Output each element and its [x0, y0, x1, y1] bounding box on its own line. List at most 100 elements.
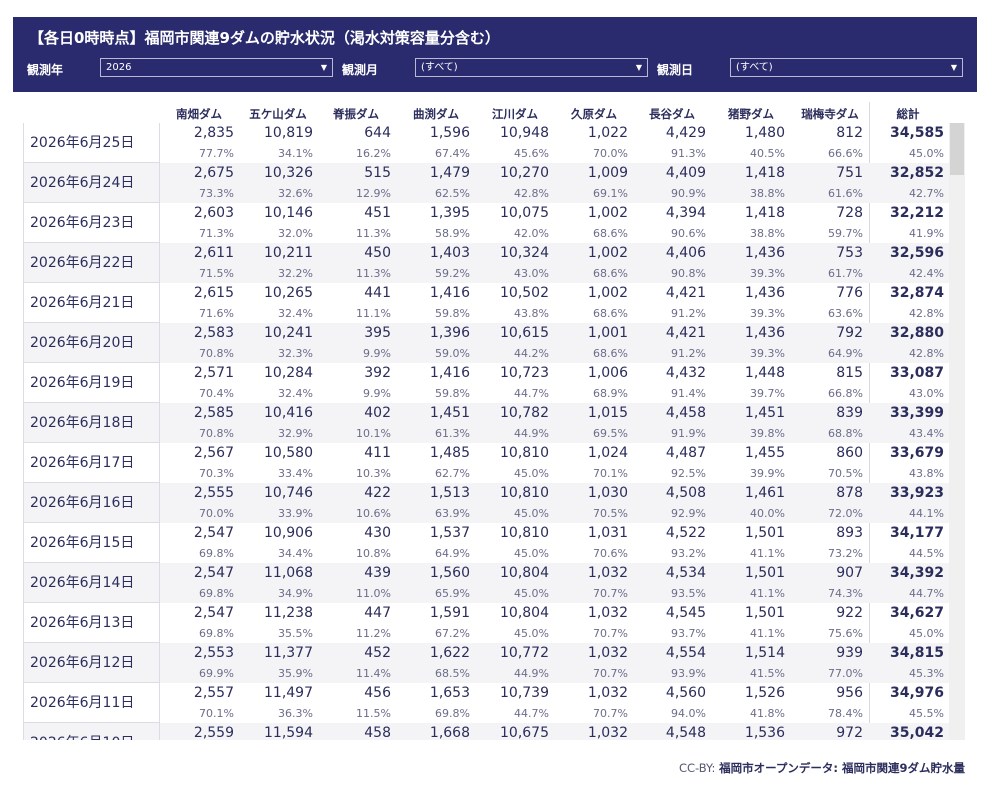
volume-cell: 1,448 — [744, 365, 785, 381]
rate-cell: 70.4% — [199, 387, 234, 400]
table-row[interactable]: 2026年6月21日 2,615 71.6% 10,265 32.4% 441 11.1% 1… — [23, 283, 949, 323]
rate-cell: 11.2% — [356, 627, 391, 640]
volume-cell: 451 — [364, 205, 391, 221]
volume-cell: 4,508 — [665, 485, 706, 501]
row-divider — [23, 362, 160, 363]
table-row[interactable]: 2026年6月18日 2,585 70.8% 10,416 32.9% 402 10.1% 1… — [23, 403, 949, 443]
column-header[interactable]: 総計 — [896, 107, 920, 121]
volume-cell: 10,416 — [264, 405, 313, 421]
table-row[interactable]: 2026年6月17日 2,567 70.3% 10,580 33.4% 411 10.3% 1… — [23, 443, 949, 483]
column-header[interactable]: 脊振ダム — [333, 107, 379, 121]
table-row[interactable]: 2026年6月11日 2,557 70.1% 11,497 36.3% 456 11.5% 1… — [23, 683, 949, 723]
column-header[interactable]: 猪野ダム — [728, 107, 774, 121]
rate-cell: 42.8% — [514, 187, 549, 200]
rate-cell: 32.2% — [278, 267, 313, 280]
rate-cell: 70.5% — [593, 507, 628, 520]
row-date: 2026年6月25日 — [23, 123, 160, 163]
total-rate-cell: 44.5% — [909, 547, 944, 560]
row-divider — [23, 482, 160, 483]
volume-cell: 1,436 — [744, 325, 785, 341]
table-row[interactable]: 2026年6月10日 2,559 11,594 458 1,668 10,675 1,032… — [23, 723, 949, 740]
volume-cell: 4,421 — [665, 285, 706, 301]
rate-cell: 71.6% — [199, 307, 234, 320]
column-header[interactable]: 南畑ダム — [176, 107, 222, 121]
table-row[interactable]: 2026年6月24日 2,675 73.3% 10,326 32.6% 515 12.9% 1… — [23, 163, 949, 203]
table-row[interactable]: 2026年6月15日 2,547 69.8% 10,906 34.4% 430 10.8% 1… — [23, 523, 949, 563]
rate-cell: 11.3% — [356, 267, 391, 280]
column-header[interactable]: 瑞梅寺ダム — [801, 107, 859, 121]
volume-cell: 10,819 — [264, 125, 313, 141]
volume-cell: 1,560 — [429, 565, 470, 581]
rate-cell: 92.5% — [671, 467, 706, 480]
table-row[interactable]: 2026年6月20日 2,583 70.8% 10,241 32.3% 395 9.9% 1,… — [23, 323, 949, 363]
volume-cell: 2,559 — [193, 725, 234, 740]
source-link[interactable]: 福岡市オープンデータ: 福岡市関連9ダム貯水量 — [719, 761, 965, 775]
rate-cell: 59.8% — [435, 387, 470, 400]
year-filter-select[interactable]: 2026 ▼ — [100, 58, 333, 77]
column-header[interactable]: 曲渕ダム — [413, 107, 459, 121]
volume-cell: 4,560 — [665, 685, 706, 701]
vertical-scrollbar[interactable] — [949, 123, 965, 740]
row-date: 2026年6月18日 — [23, 403, 160, 443]
volume-cell: 4,554 — [665, 645, 706, 661]
volume-cell: 447 — [364, 605, 391, 621]
rate-cell: 32.4% — [278, 387, 313, 400]
total-rate-cell: 42.8% — [909, 347, 944, 360]
rate-cell: 70.1% — [593, 467, 628, 480]
table-row[interactable]: 2026年6月22日 2,611 71.5% 10,211 32.2% 450 11.3% 1… — [23, 243, 949, 283]
dam-storage-table[interactable]: 2026年6月25日 2,835 77.7% 10,819 34.1% 644 16.2% 1… — [23, 123, 949, 740]
volume-cell: 1,032 — [587, 725, 628, 740]
total-rate-cell: 42.8% — [909, 307, 944, 320]
rate-cell: 41.1% — [750, 627, 785, 640]
total-rate-cell: 41.9% — [909, 227, 944, 240]
rate-cell: 39.3% — [750, 347, 785, 360]
rate-cell: 94.0% — [671, 707, 706, 720]
rate-cell: 93.7% — [671, 627, 706, 640]
row-date: 2026年6月10日 — [23, 723, 160, 740]
volume-cell: 1,596 — [429, 125, 470, 141]
volume-cell: 1,416 — [429, 285, 470, 301]
rate-cell: 10.1% — [356, 427, 391, 440]
volume-cell: 922 — [836, 605, 863, 621]
chevron-down-icon: ▼ — [320, 63, 327, 72]
volume-cell: 10,580 — [264, 445, 313, 461]
day-filter-select[interactable]: (すべて) ▼ — [730, 58, 963, 77]
rate-cell: 33.9% — [278, 507, 313, 520]
volume-cell: 4,534 — [665, 565, 706, 581]
rate-cell: 41.8% — [750, 707, 785, 720]
column-header[interactable]: 久原ダム — [571, 107, 617, 121]
rate-cell: 73.3% — [199, 187, 234, 200]
source-credit: CC-BY: 福岡市オープンデータ: 福岡市関連9ダム貯水量 — [679, 760, 965, 776]
total-volume-cell: 32,874 — [889, 285, 944, 301]
table-row[interactable]: 2026年6月19日 2,571 70.4% 10,284 32.4% 392 9.9% 1,… — [23, 363, 949, 403]
volume-cell: 10,810 — [500, 485, 549, 501]
table-row[interactable]: 2026年6月23日 2,603 71.3% 10,146 32.0% 451 11.3% 1… — [23, 203, 949, 243]
total-rate-cell: 45.3% — [909, 667, 944, 680]
rate-cell: 70.7% — [593, 587, 628, 600]
month-filter-select[interactable]: (すべて) ▼ — [415, 58, 648, 77]
column-header[interactable]: 江川ダム — [492, 107, 538, 121]
rate-cell: 91.9% — [671, 427, 706, 440]
rate-cell: 9.9% — [363, 347, 391, 360]
row-divider — [23, 402, 160, 403]
table-row[interactable]: 2026年6月16日 2,555 70.0% 10,746 33.9% 422 10.6% 1… — [23, 483, 949, 523]
column-header[interactable]: 五ケ山ダム — [249, 107, 307, 121]
volume-cell: 1,032 — [587, 645, 628, 661]
table-row[interactable]: 2026年6月12日 2,553 69.9% 11,377 35.9% 452 11.4% 1… — [23, 643, 949, 683]
volume-cell: 4,432 — [665, 365, 706, 381]
volume-cell: 2,675 — [193, 165, 234, 181]
volume-cell: 10,326 — [264, 165, 313, 181]
table-row[interactable]: 2026年6月14日 2,547 69.8% 11,068 34.9% 439 11.0% 1… — [23, 563, 949, 603]
table-row[interactable]: 2026年6月25日 2,835 77.7% 10,819 34.1% 644 16.2% 1… — [23, 123, 949, 163]
row-date: 2026年6月24日 — [23, 163, 160, 203]
volume-cell: 2,553 — [193, 645, 234, 661]
total-rate-cell: 45.5% — [909, 707, 944, 720]
month-filter-value: (すべて) — [421, 62, 458, 73]
volume-cell: 1,451 — [744, 405, 785, 421]
rate-cell: 61.3% — [435, 427, 470, 440]
scrollbar-thumb[interactable] — [950, 123, 964, 175]
column-header[interactable]: 長谷ダム — [649, 107, 695, 121]
table-row[interactable]: 2026年6月13日 2,547 69.8% 11,238 35.5% 447 11.2% 1… — [23, 603, 949, 643]
rate-cell: 45.0% — [514, 507, 549, 520]
rate-cell: 68.9% — [593, 387, 628, 400]
